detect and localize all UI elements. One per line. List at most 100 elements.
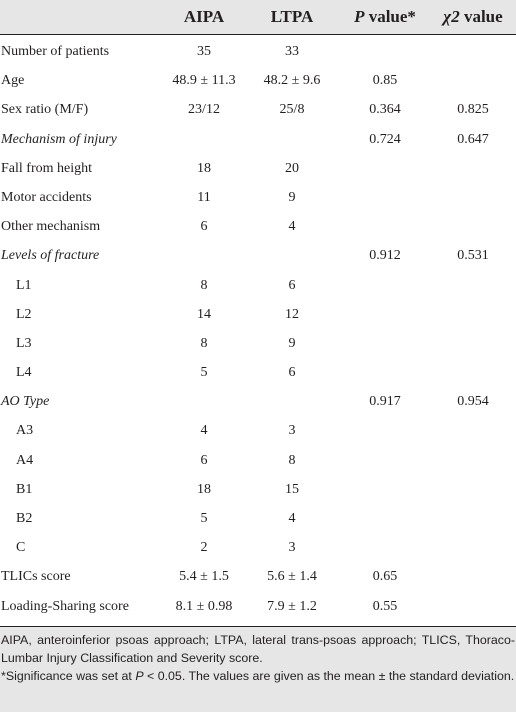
row-label: B2 <box>16 511 33 526</box>
cell-aipa: 48.9 ± 11.3 <box>172 73 236 89</box>
cell-aipa: 18 <box>197 481 211 497</box>
header-chi-rest: value <box>459 7 503 26</box>
row-label: Fall from height <box>1 160 92 176</box>
table-row: Mechanism of injury 0.724 0.647 <box>0 125 516 154</box>
cell-ltpa: 3 <box>288 423 296 439</box>
table-footnote: AIPA, anteroinferior psoas approach; LTP… <box>0 627 516 712</box>
cell-aipa: 8.1 ± 0.98 <box>175 598 233 614</box>
footnote-abbreviations: AIPA, anteroinferior psoas approach; LTP… <box>1 633 515 666</box>
row-label: Mechanism of injury <box>1 131 117 147</box>
data-table: AIPA LTPA P value* χ2 value Number of pa… <box>0 0 516 621</box>
cell-aipa: 5 <box>200 511 208 526</box>
cell-aipa: 18 <box>197 160 211 176</box>
cell-aipa: 6 <box>200 219 208 235</box>
row-label: A3 <box>16 423 34 439</box>
row-label: Motor accidents <box>1 189 92 205</box>
table-row: Fall from height 18 20 <box>0 154 516 183</box>
row-label: L4 <box>16 365 32 381</box>
cell-p-value: 0.364 <box>369 102 401 118</box>
row-label: B1 <box>16 481 33 497</box>
row-label: Loading-Sharing score <box>1 598 129 614</box>
footnote-sig-b: < 0.05. The values are given as the mean… <box>143 669 515 684</box>
cell-ltpa: 9 <box>288 335 296 351</box>
table-row: B2 5 4 <box>0 504 516 533</box>
row-label: L1 <box>16 277 32 293</box>
table-row: Sex ratio (M/F) 23/12 25/8 0.364 0.825 <box>0 95 516 124</box>
table-row: Levels of fracture 0.912 0.531 <box>0 241 516 270</box>
cell-ltpa: 48.2 ± 9.6 <box>263 73 321 89</box>
cell-aipa: 4 <box>200 423 208 439</box>
row-label: Levels of fracture <box>1 248 100 264</box>
table-row: Motor accidents 11 9 <box>0 183 516 212</box>
cell-aipa: 11 <box>197 189 211 205</box>
cell-ltpa: 6 <box>288 365 296 381</box>
cell-ltpa: 4 <box>288 511 296 526</box>
cell-aipa: 8 <box>200 335 208 351</box>
row-label: C <box>16 540 26 556</box>
table-row: Age 48.9 ± 11.3 48.2 ± 9.6 0.85 <box>0 66 516 95</box>
cell-ltpa: 33 <box>285 44 299 59</box>
footnote-sig-a: *Significance was set at <box>1 669 136 684</box>
cell-ltpa: 3 <box>288 540 296 556</box>
header-ltpa: LTPA <box>270 7 314 26</box>
cell-aipa: 5.4 ± 1.5 <box>179 569 229 585</box>
header-p-symbol: P <box>354 7 365 26</box>
table-row: B1 18 15 <box>0 475 516 504</box>
cell-p-value: 0.85 <box>372 73 398 89</box>
row-label: Number of patients <box>1 44 110 59</box>
header-rule <box>0 34 516 35</box>
cell-chi-value: 0.954 <box>457 394 489 410</box>
cell-ltpa: 4 <box>288 219 296 235</box>
cell-ltpa: 8 <box>288 452 296 468</box>
cell-p-value: 0.724 <box>369 131 401 147</box>
cell-ltpa: 12 <box>285 306 299 322</box>
cell-ltpa: 5.6 ± 1.4 <box>267 569 317 585</box>
table-body: Number of patients 35 33 Age 48.9 ± 11.3 48.2… <box>0 34 516 621</box>
row-label: TLICs score <box>1 569 71 585</box>
cell-aipa: 14 <box>197 306 211 322</box>
header-p-value: P value* <box>354 0 416 34</box>
cell-aipa: 8 <box>200 277 208 293</box>
table-row: L2 14 12 <box>0 300 516 329</box>
cell-aipa: 23/12 <box>188 102 220 118</box>
table-row: C 2 3 <box>0 533 516 562</box>
cell-chi-value: 0.531 <box>457 248 489 264</box>
table-row: L4 5 6 <box>0 358 516 387</box>
bottom-rule <box>0 626 516 627</box>
header-chi-symbol: χ2 <box>443 7 460 26</box>
cell-aipa: 35 <box>197 44 211 59</box>
table-header: AIPA LTPA P value* χ2 value <box>0 0 516 34</box>
cell-ltpa: 9 <box>288 189 296 205</box>
table-row: Loading-Sharing score 8.1 ± 0.98 7.9 ± 1.2… <box>0 592 516 621</box>
cell-p-value: 0.912 <box>369 248 401 264</box>
cell-ltpa: 20 <box>285 160 299 176</box>
row-label: Age <box>1 73 25 89</box>
table-row: L3 8 9 <box>0 329 516 358</box>
header-aipa: AIPA <box>183 7 225 26</box>
cell-chi-value: 0.825 <box>457 102 489 118</box>
cell-ltpa: 25/8 <box>279 102 305 118</box>
footnote-significance: *Significance was set at P < 0.05. The v… <box>1 667 515 685</box>
cell-chi-value: 0.647 <box>457 131 489 147</box>
header-chi-value: χ2 value <box>443 0 502 34</box>
cell-aipa: 6 <box>200 452 208 468</box>
row-label: AO Type <box>1 394 50 410</box>
cell-p-value: 0.917 <box>369 394 401 410</box>
table-row: A3 4 3 <box>0 416 516 445</box>
cell-ltpa: 6 <box>288 277 296 293</box>
table-row: A4 6 8 <box>0 446 516 475</box>
cell-ltpa: 7.9 ± 1.2 <box>267 598 317 614</box>
row-label: L3 <box>16 335 32 351</box>
table-row: TLICs score 5.4 ± 1.5 5.6 ± 1.4 0.65 <box>0 562 516 591</box>
table-row: Other mechanism 6 4 <box>0 212 516 241</box>
table-row: Number of patients 35 33 <box>0 37 516 66</box>
table-row: L1 8 6 <box>0 271 516 300</box>
row-label: L2 <box>16 306 32 322</box>
cell-p-value: 0.55 <box>372 598 398 614</box>
cell-aipa: 5 <box>200 365 208 381</box>
cell-aipa: 2 <box>200 540 208 556</box>
cell-p-value: 0.65 <box>372 569 398 585</box>
header-p-rest: value* <box>364 7 416 26</box>
cell-ltpa: 15 <box>285 481 299 497</box>
table-row: AO Type 0.917 0.954 <box>0 387 516 416</box>
